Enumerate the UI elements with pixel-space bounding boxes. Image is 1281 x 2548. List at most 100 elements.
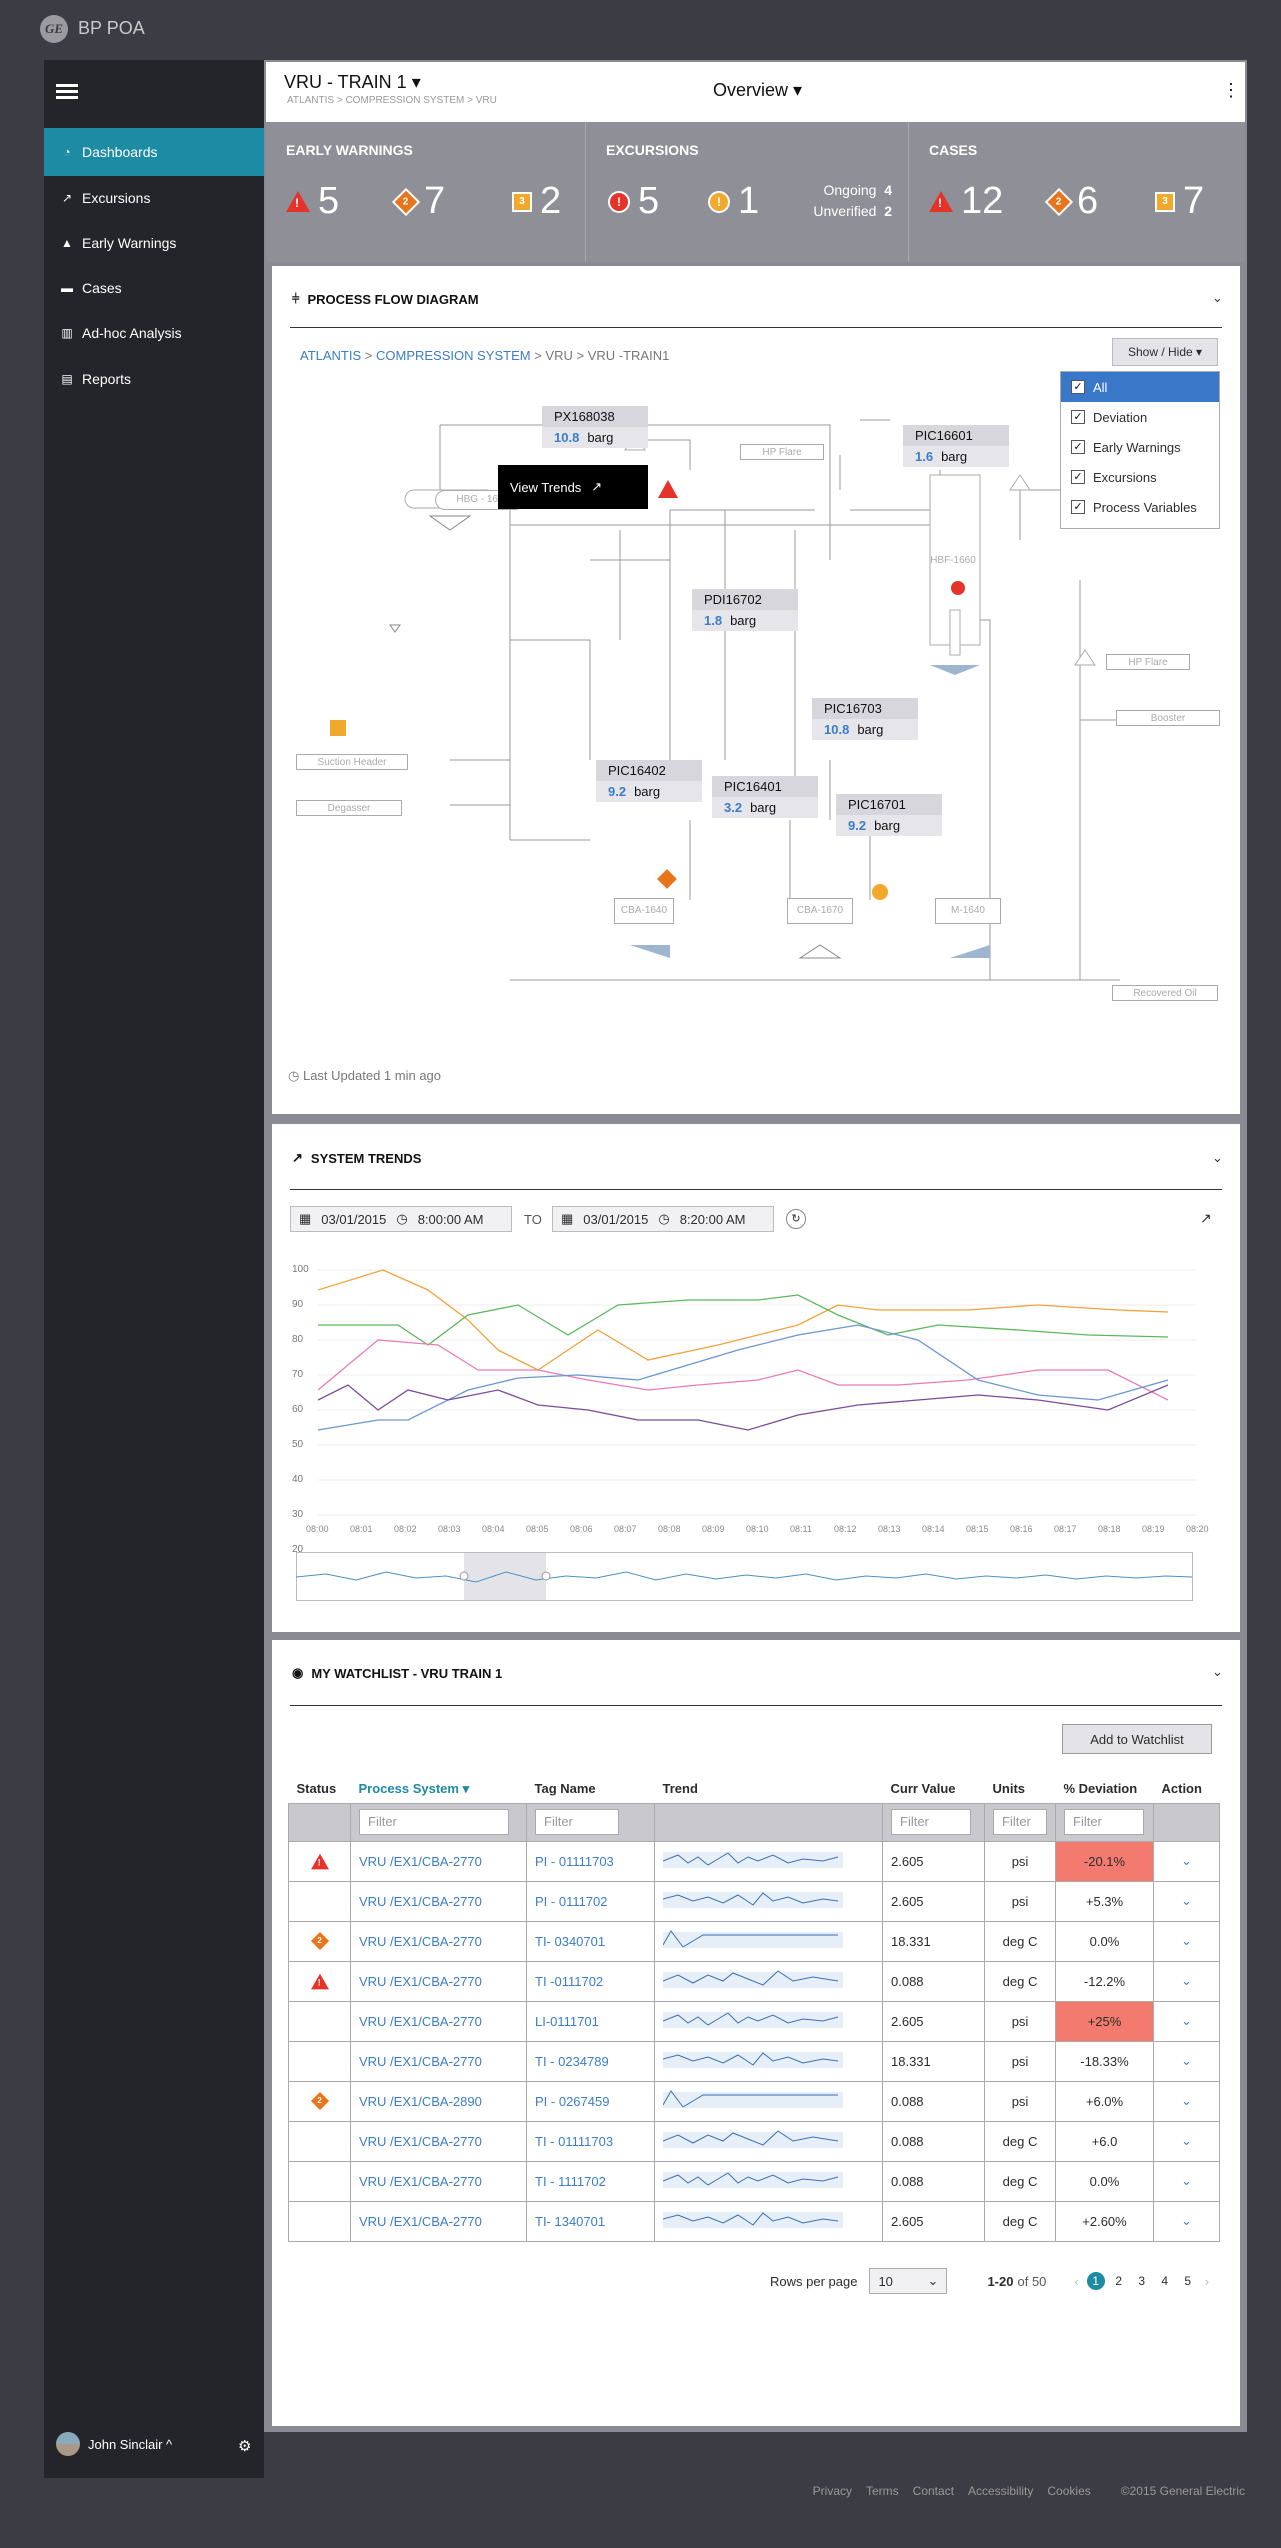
process-system-link[interactable]: VRU /EX1/CBA-2770: [350, 2120, 527, 2162]
asset-selector[interactable]: VRU - TRAIN 1 ▾: [284, 72, 421, 92]
view-selector[interactable]: Overview ▾: [713, 80, 803, 100]
hp-flare-pill[interactable]: HP Flare: [1106, 654, 1190, 670]
filter-excursions[interactable]: ✓ Excursions: [1061, 462, 1219, 492]
table-row[interactable]: VRU /EX1/CBA-2770 TI - 01111703 0.088 deg C…: [288, 2120, 1220, 2162]
degasser-pill[interactable]: Degasser: [296, 800, 402, 816]
row-action-chevron-icon[interactable]: ⌄: [1153, 1840, 1220, 1882]
trend-series-blue[interactable]: [318, 1324, 1169, 1431]
tag-name-link[interactable]: TI -0111702: [526, 1960, 655, 2002]
process-system-link[interactable]: VRU /EX1/CBA-2770: [350, 2200, 527, 2242]
suction-header-pill[interactable]: Suction Header: [296, 754, 408, 770]
process-system-link[interactable]: VRU /EX1/CBA-2770: [350, 1840, 527, 1882]
filter-early-warnings[interactable]: ✓ Early Warnings: [1061, 432, 1219, 462]
tag-name-link[interactable]: TI - 01111703: [526, 2120, 655, 2162]
prev-page-icon[interactable]: ‹: [1074, 2273, 1079, 2289]
filter-all[interactable]: ✓ All: [1061, 372, 1219, 402]
process-system-link[interactable]: VRU /EX1/CBA-2770: [350, 2160, 527, 2202]
tag-pic16401[interactable]: PIC16401 3.2 barg: [712, 776, 818, 818]
equipment-m-1640[interactable]: M-1640: [935, 898, 1001, 924]
breadcrumb-link[interactable]: COMPRESSION SYSTEM: [376, 348, 531, 363]
triangle-alert-icon[interactable]: [658, 480, 678, 498]
footer-privacy[interactable]: Privacy: [812, 2484, 852, 2498]
filter-process-system[interactable]: Filter: [359, 1809, 509, 1835]
row-action-chevron-icon[interactable]: ⌄: [1153, 2080, 1220, 2122]
sidebar-item-early-warnings[interactable]: ▲ Early Warnings: [44, 219, 264, 267]
sidebar-item-reports[interactable]: ▤ Reports: [44, 355, 264, 403]
tag-pic16701[interactable]: PIC16701 9.2 barg: [836, 794, 942, 836]
tag-name-link[interactable]: LI-0111701: [526, 2000, 655, 2042]
trend-sparkline[interactable]: [654, 2000, 883, 2042]
breadcrumb-link[interactable]: ATLANTIS: [300, 348, 362, 363]
footer-contact[interactable]: Contact: [912, 2484, 955, 2498]
trend-series-green[interactable]: [318, 1294, 1169, 1346]
collapse-chevron-icon[interactable]: ⌄: [1212, 1150, 1223, 1165]
row-action-chevron-icon[interactable]: ⌄: [1153, 2120, 1220, 2162]
to-datetime[interactable]: ▦ 03/01/2015 ◷ 8:20:00 AM: [552, 1206, 774, 1232]
trend-sparkline[interactable]: [654, 2160, 883, 2202]
page-5[interactable]: 5: [1184, 2274, 1192, 2288]
early-warnings-summary[interactable]: EARLY WARNINGS 5 27 32: [266, 122, 586, 262]
equipment-cba-1670[interactable]: CBA-1670: [787, 898, 853, 924]
row-action-chevron-icon[interactable]: ⌄: [1153, 1920, 1220, 1962]
square-notice-icon[interactable]: [330, 720, 346, 736]
tag-name-link[interactable]: PI - 0111702: [526, 1880, 655, 1922]
alert-circle-icon[interactable]: [951, 581, 965, 595]
footer-accessibility[interactable]: Accessibility: [968, 2484, 1034, 2498]
user-menu[interactable]: John Sinclair ^: [56, 2432, 172, 2456]
trend-sparkline[interactable]: [654, 2200, 883, 2242]
trend-sparkline[interactable]: [654, 2040, 883, 2082]
trend-sparkline[interactable]: [654, 2080, 883, 2122]
cases-summary[interactable]: CASES 12 26 37: [909, 122, 1245, 262]
collapse-chevron-icon[interactable]: ⌄: [1212, 290, 1223, 305]
table-row[interactable]: VRU /EX1/CBA-2770 PI - 0111702 2.605 psi +5.…: [288, 1880, 1220, 1922]
exc-amber-count[interactable]: ! 1: [708, 180, 759, 223]
trend-sparkline[interactable]: [654, 1840, 883, 1882]
tag-pic16601[interactable]: PIC16601 1.6 barg: [903, 425, 1009, 467]
trend-sparkline[interactable]: [654, 2120, 883, 2162]
table-row[interactable]: 2 VRU /EX1/CBA-2770 TI- 0340701 18.331 deg C…: [288, 1920, 1220, 1962]
equipment-hbf[interactable]: HBF-1660: [930, 555, 976, 566]
page-1[interactable]: 1: [1086, 2272, 1105, 2290]
table-row[interactable]: VRU /EX1/CBA-2770 LI-0111701 2.605 psi +25% ⌄: [288, 2000, 1220, 2042]
filter-tag-name[interactable]: Filter: [535, 1809, 619, 1835]
filter-process-variables[interactable]: ✓ Process Variables: [1061, 492, 1219, 522]
process-system-link[interactable]: VRU /EX1/CBA-2770: [350, 1880, 527, 1922]
process-system-link[interactable]: VRU /EX1/CBA-2770: [350, 2040, 527, 2082]
refresh-icon[interactable]: ↻: [786, 1209, 806, 1229]
exc-red-count[interactable]: ! 5: [608, 180, 659, 223]
tag-name-link[interactable]: TI- 0340701: [526, 1920, 655, 1962]
row-action-chevron-icon[interactable]: ⌄: [1153, 2160, 1220, 2202]
sidebar-item-excursions[interactable]: ↗ Excursions: [44, 174, 264, 222]
warning-circle-icon[interactable]: [872, 884, 888, 900]
trend-sparkline[interactable]: [654, 1920, 883, 1962]
process-system-link[interactable]: VRU /EX1/CBA-2770: [350, 2000, 527, 2042]
process-system-link[interactable]: VRU /EX1/CBA-2770: [350, 1960, 527, 2002]
process-system-link[interactable]: VRU /EX1/CBA-2770: [350, 1920, 527, 1962]
tag-pdi16702[interactable]: PDI16702 1.8 barg: [692, 589, 798, 631]
recovered-oil-pill[interactable]: Recovered Oil: [1112, 985, 1218, 1001]
footer-cookies[interactable]: Cookies: [1047, 2484, 1091, 2498]
rows-per-page-select[interactable]: 10 ⌄: [869, 2268, 948, 2294]
table-row[interactable]: 2 VRU /EX1/CBA-2890 PI - 0267459 0.088 psi +6…: [288, 2080, 1220, 2122]
gear-icon[interactable]: ⚙: [238, 2438, 252, 2455]
sidebar-item-cases[interactable]: ▬ Cases: [44, 264, 264, 312]
row-action-chevron-icon[interactable]: ⌄: [1153, 2200, 1220, 2242]
tag-name-link[interactable]: PI - 01111703: [526, 1840, 655, 1882]
tag-pic16402[interactable]: PIC16402 9.2 barg: [596, 760, 702, 802]
row-action-chevron-icon[interactable]: ⌄: [1153, 2000, 1220, 2042]
ew-alarm-count[interactable]: 5: [286, 180, 339, 223]
navigator-handle[interactable]: [541, 1571, 551, 1581]
page-2[interactable]: 2: [1115, 2274, 1123, 2288]
view-trends-tooltip[interactable]: View Trends ↗: [498, 465, 648, 509]
trend-sparkline[interactable]: [654, 1880, 883, 1922]
trend-series-orange[interactable]: [318, 1269, 1169, 1371]
more-options-icon[interactable]: ⋮: [1222, 80, 1240, 100]
external-link-icon[interactable]: ↗: [1200, 1210, 1212, 1226]
footer-terms[interactable]: Terms: [866, 2484, 899, 2498]
hp-flare-pill[interactable]: HP Flare: [740, 444, 824, 460]
sidebar-item-adhoc-analysis[interactable]: ▥ Ad-hoc Analysis: [44, 309, 264, 357]
